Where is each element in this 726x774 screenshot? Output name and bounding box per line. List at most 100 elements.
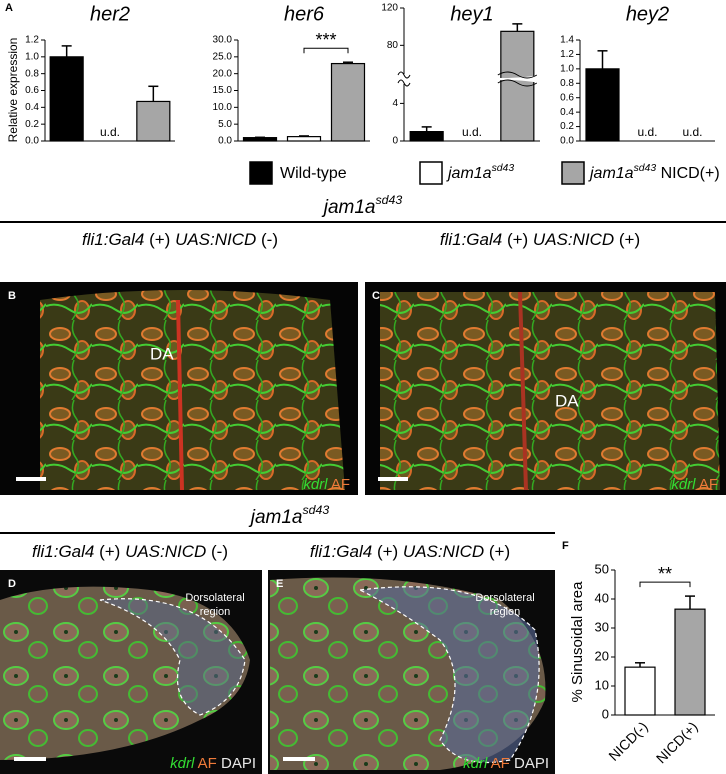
text-part: sd43: [375, 193, 402, 207]
legend-label: jam1asd43 NICD(+): [588, 163, 720, 182]
bar: [242, 137, 278, 142]
text-part: (+): [144, 230, 175, 249]
y-tick-label: 0: [392, 136, 398, 147]
subheading: fli1:Gal4 (+) UAS:NICD (+): [440, 230, 640, 249]
y-axis-label: % Sinusoidal area: [569, 581, 586, 703]
text-part: (+): [94, 542, 125, 561]
chart-title: her6: [284, 3, 325, 25]
legend-label: jam1asd43: [446, 163, 514, 182]
y-tick-label: 25.0: [213, 51, 233, 62]
text-part: fli1:Gal4: [310, 542, 372, 561]
significance-bracket: [303, 47, 349, 54]
text-part: (+): [484, 542, 510, 561]
text-part: DAPI: [510, 755, 549, 772]
axis-break: [398, 72, 540, 86]
scale-bar: [378, 477, 408, 481]
text-part: sd43: [634, 163, 657, 174]
subheading: fli1:Gal4 (+) UAS:NICD (-): [82, 230, 278, 249]
text-part: NICD(+): [656, 165, 720, 182]
y-tick-label: 0.4: [560, 107, 574, 118]
text-part: sd43: [492, 163, 515, 174]
text-part: AF: [487, 755, 510, 772]
y-tick-label: 1.0: [25, 51, 39, 62]
y-tick-label: 10: [595, 677, 609, 692]
bar: [136, 100, 171, 142]
y-tick-label: 1.2: [560, 49, 574, 60]
region-label: region: [200, 606, 231, 618]
panel-label: F: [562, 540, 569, 552]
y-tick-label: 120: [381, 3, 398, 14]
text-part: fli1:Gal4: [82, 230, 144, 249]
bar: [585, 68, 620, 142]
text-part: UAS:NICD: [533, 230, 614, 249]
y-tick-label: 50: [595, 561, 609, 576]
chart-title: her2: [90, 3, 130, 25]
axis-break-line: [497, 79, 538, 87]
text-part: (+): [614, 230, 640, 249]
subheading: fli1:Gal4 (+) UAS:NICD (+): [310, 542, 510, 561]
panel-label: D: [8, 578, 16, 590]
y-tick-label: 0.4: [25, 102, 39, 113]
y-tick-label: 0.8: [560, 78, 574, 89]
text-part: DAPI: [217, 755, 256, 772]
y-tick-label: 5.0: [218, 119, 232, 130]
y-tick-label: 30.0: [213, 35, 233, 46]
text-part: kdrl: [671, 476, 696, 493]
scale-bar: [283, 757, 315, 761]
significance-label: ***: [315, 30, 336, 50]
dorsolateral-outline: [357, 586, 540, 764]
text-part: fli1:Gal4: [32, 542, 94, 561]
text-part: (+): [372, 542, 403, 561]
y-tick-label: 80: [387, 40, 399, 51]
legend-swatch: [249, 161, 273, 185]
bar: [674, 608, 706, 716]
y-tick-label: 1.0: [560, 63, 574, 74]
image-annotation: DA: [555, 391, 579, 410]
chart-title: hey1: [450, 3, 493, 25]
heading: jam1asd43: [321, 193, 403, 218]
y-tick-label: 20: [595, 648, 609, 663]
stain-label: kdrl AF: [303, 476, 350, 493]
text-part: sd43: [302, 503, 329, 517]
y-tick-label: 0.8: [25, 68, 39, 79]
legend-label: Wild-type: [280, 165, 347, 182]
y-tick-label: 30: [595, 619, 609, 634]
scale-bar: [14, 757, 46, 761]
axis-break-line: [397, 71, 411, 79]
text-part: fli1:Gal4: [440, 230, 502, 249]
y-tick-label: 40: [595, 590, 609, 605]
heading: jam1asd43: [248, 503, 330, 528]
text-part: jam1a: [446, 165, 492, 182]
y-tick-label: 10.0: [213, 102, 233, 113]
stain-label: kdrl AF DAPI: [463, 755, 549, 772]
legend-swatch: [419, 161, 443, 185]
text-part: UAS:NICD: [175, 230, 256, 249]
region-label: Dorsolateral: [185, 592, 244, 604]
panel-label: B: [8, 290, 16, 302]
vessel-b: [176, 299, 184, 491]
value-label: u.d.: [682, 125, 702, 139]
legend-swatch: [561, 161, 585, 185]
bar: [409, 131, 444, 142]
text-part: UAS:NICD: [403, 542, 484, 561]
y-tick-label: 1.4: [560, 35, 574, 46]
text-part: AF: [695, 476, 718, 493]
text-part: kdrl: [170, 755, 195, 772]
text-part: kdrl: [303, 476, 328, 493]
text-part: Wild-type: [280, 165, 347, 182]
text-part: (-): [256, 230, 278, 249]
stain-label: kdrl AF DAPI: [170, 755, 256, 772]
panel-label: C: [372, 290, 380, 302]
value-label: u.d.: [100, 125, 120, 139]
vessel-c: [518, 291, 528, 491]
text-part: UAS:NICD: [125, 542, 206, 561]
dorsolateral-outline: [99, 598, 246, 716]
y-tick-label: 0.6: [560, 92, 574, 103]
y-tick-label: 0.2: [560, 121, 574, 132]
region-label: Dorsolateral: [475, 592, 534, 604]
value-label: u.d.: [462, 125, 482, 139]
axis-break-line: [397, 79, 411, 87]
text-part: AF: [327, 476, 350, 493]
axis-break-line: [497, 71, 538, 79]
